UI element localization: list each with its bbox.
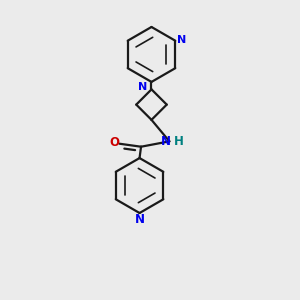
Text: N: N (177, 35, 187, 45)
Text: O: O (109, 136, 119, 149)
Text: N: N (134, 213, 145, 226)
Text: N: N (138, 82, 147, 92)
Text: H: H (174, 135, 184, 148)
Text: N: N (161, 135, 171, 148)
